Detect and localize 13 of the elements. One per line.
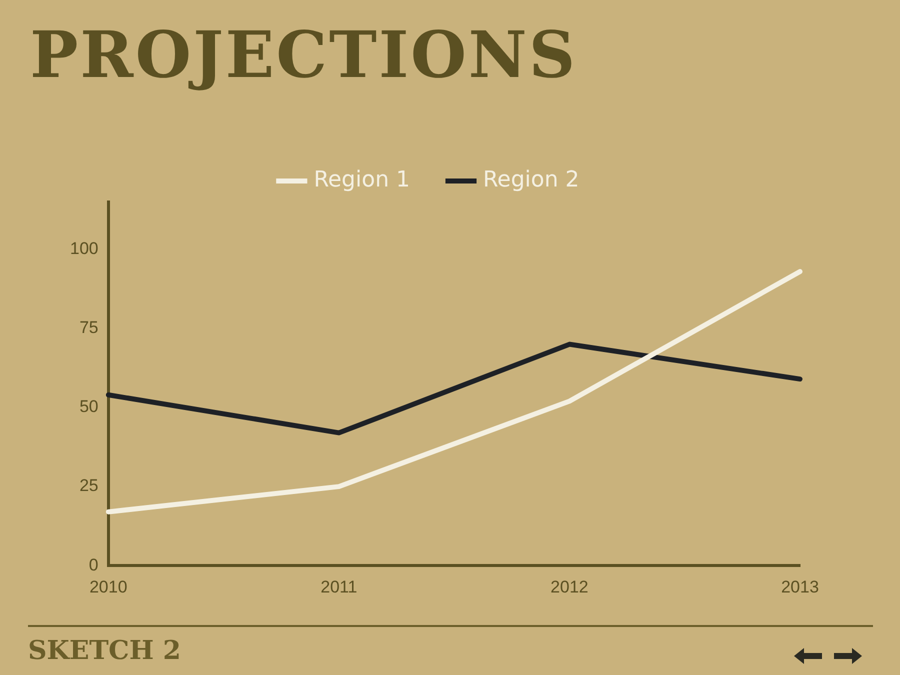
x-tick-label: 2013 [781, 577, 819, 596]
x-tick-label: 2011 [320, 577, 358, 596]
legend-label: Region 2 [483, 168, 580, 193]
legend-label: Region 1 [314, 168, 410, 193]
y-tick-label: 75 [79, 318, 98, 338]
y-tick-label: 0 [88, 555, 98, 574]
chart-title: PROJECTIONS [30, 18, 578, 93]
text: SKETCH 2 [28, 636, 181, 666]
y-tick-label: 50 [79, 397, 98, 416]
x-tick-label: 2012 [550, 577, 588, 596]
x-tick-label: 2010 [89, 577, 128, 596]
y-tick-label: 25 [79, 476, 98, 496]
y-tick-label: 100 [70, 239, 98, 258]
